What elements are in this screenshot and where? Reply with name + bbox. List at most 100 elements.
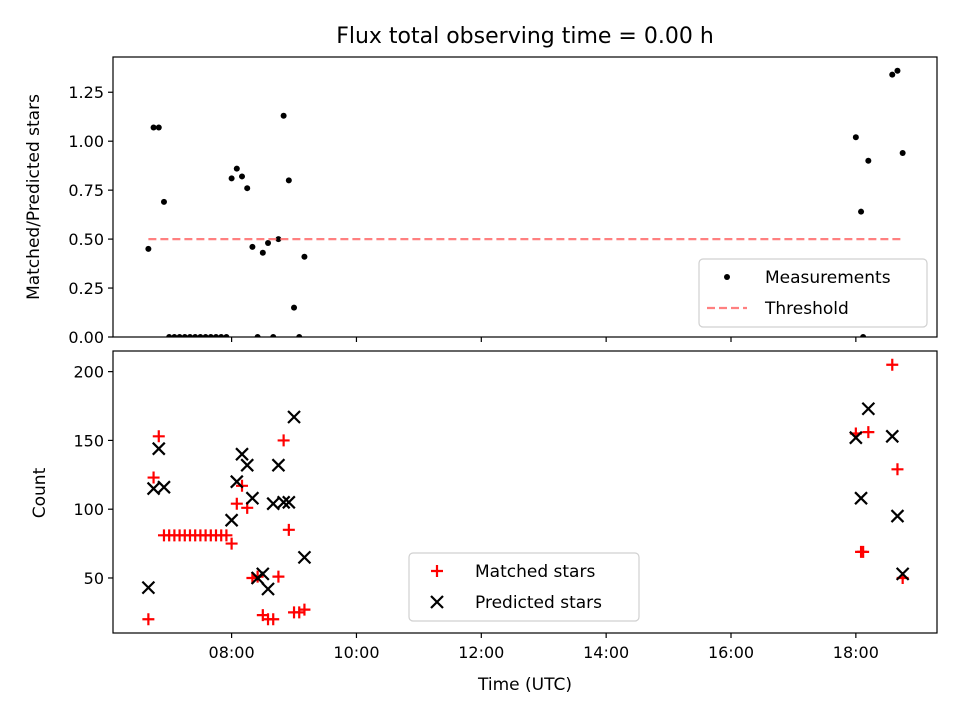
- measurement-point: [239, 173, 246, 180]
- x-tick-label: 12:00: [458, 643, 504, 662]
- measurement-point: [280, 112, 287, 119]
- measurement-point: [244, 185, 251, 192]
- predicted-star-point: [256, 567, 270, 581]
- predicted-star-point: [276, 495, 291, 510]
- matched-star-point: [272, 570, 285, 583]
- measurement-point: [207, 334, 214, 337]
- measurement-point: [852, 134, 859, 141]
- y-tick-label: 1.00: [68, 132, 104, 151]
- matched-star-point: [298, 603, 311, 616]
- legend-label: Measurements: [765, 268, 891, 288]
- measurement-point: [265, 240, 272, 247]
- measurement-point: [202, 334, 209, 337]
- axes-frame: [112, 350, 938, 634]
- x-tick-label: 08:00: [209, 643, 255, 662]
- measurement-point: [296, 334, 303, 337]
- legend: Measurements Threshold: [698, 258, 928, 328]
- predicted-star-point: [885, 429, 900, 444]
- plot-area: [141, 358, 910, 626]
- predicted-star-point: [245, 491, 260, 505]
- measurement-point: [160, 198, 167, 205]
- measurement-point: [218, 334, 225, 337]
- legend-label: Threshold: [764, 299, 849, 319]
- measurement-point: [171, 334, 178, 337]
- predicted-star-point: [849, 430, 863, 445]
- top-panel: 0.00 0.25 0.50 0.75 1.00 1.25 Measurements Thre…: [68, 56, 938, 347]
- measurement-point: [155, 124, 162, 131]
- measurement-point: [285, 177, 292, 184]
- plot-area: [145, 67, 906, 337]
- measurement-point: [166, 334, 173, 337]
- measurement-point: [858, 208, 865, 215]
- y-tick-label: 0.00: [68, 328, 104, 347]
- predicted-star-point: [261, 582, 275, 596]
- matched-star-point: [277, 434, 290, 447]
- measurement-point: [860, 334, 867, 337]
- matched-star-point: [230, 497, 243, 510]
- measurement-point: [254, 334, 261, 337]
- measurement-point: [249, 243, 256, 250]
- measurement-point: [150, 124, 157, 131]
- measurement-point: [186, 334, 193, 337]
- measurement-point: [223, 334, 230, 337]
- measurement-point: [213, 334, 219, 337]
- matched-star-point: [282, 523, 295, 536]
- matched-star-point: [220, 529, 233, 542]
- measurement-point: [270, 334, 277, 337]
- y-tick-label: 200: [73, 363, 104, 382]
- x-tick-label: 16:00: [708, 643, 754, 662]
- matched-star-point: [857, 545, 870, 558]
- measurement-point: [259, 249, 266, 256]
- measurement-point: [894, 67, 901, 74]
- measurement-point: [233, 165, 240, 172]
- predicted-star-point: [297, 550, 312, 565]
- predicted-star-point: [157, 480, 171, 494]
- measurement-point: [865, 157, 872, 164]
- axes-frame: [112, 56, 938, 338]
- legend-plus-marker: [431, 565, 443, 577]
- legend-x-marker: [430, 595, 444, 609]
- matched-star-point: [891, 463, 904, 476]
- measurement-point: [899, 149, 906, 156]
- y-tick-label: 0.25: [68, 279, 104, 298]
- legend-box: [698, 258, 928, 328]
- predicted-star-point: [230, 474, 244, 489]
- y-tick-label: 1.25: [68, 83, 104, 102]
- measurement-point: [197, 334, 204, 337]
- bottom-panel: 50 100 150 200 08:00 10:00 12:00 14:00 16:00 18:0…: [73, 350, 938, 662]
- bottom-y-axis-label: Count: [30, 467, 50, 518]
- predicted-star-point: [271, 458, 286, 472]
- legend: Matched stars Predicted stars: [408, 552, 640, 622]
- y-tick-label: 0.75: [68, 181, 104, 200]
- measurement-point: [181, 334, 188, 337]
- predicted-star-point: [240, 458, 254, 472]
- matched-star-point: [225, 537, 238, 550]
- chart-title: Flux total observing time = 0.00 h: [336, 24, 714, 49]
- y-tick-label: 0.50: [68, 230, 104, 249]
- predicted-star-point: [861, 401, 876, 416]
- legend-label: Matched stars: [475, 562, 595, 582]
- predicted-star-point: [152, 441, 166, 456]
- measurement-point: [176, 334, 183, 337]
- x-tick-label: 10:00: [333, 643, 379, 662]
- legend-dot-marker: [724, 274, 730, 280]
- predicted-star-point: [141, 580, 156, 595]
- top-y-axis-label: Matched/Predicted stars: [24, 94, 44, 300]
- matched-star-point: [267, 613, 280, 626]
- legend-box: [408, 552, 640, 622]
- measurement-point: [275, 236, 282, 243]
- measurement-point: [145, 245, 152, 252]
- matched-star-point: [152, 430, 165, 443]
- y-tick-label: 100: [73, 500, 104, 519]
- predicted-star-point: [282, 495, 296, 510]
- y-tick-label: 150: [73, 431, 104, 450]
- matched-star-point: [862, 426, 875, 439]
- predicted-star-point: [235, 447, 249, 461]
- measurement-point: [192, 334, 199, 337]
- matched-star-point: [293, 606, 306, 619]
- matched-star-point: [142, 613, 155, 626]
- predicted-star-point: [895, 567, 910, 581]
- predicted-star-point: [890, 509, 905, 523]
- measurement-point: [228, 175, 235, 182]
